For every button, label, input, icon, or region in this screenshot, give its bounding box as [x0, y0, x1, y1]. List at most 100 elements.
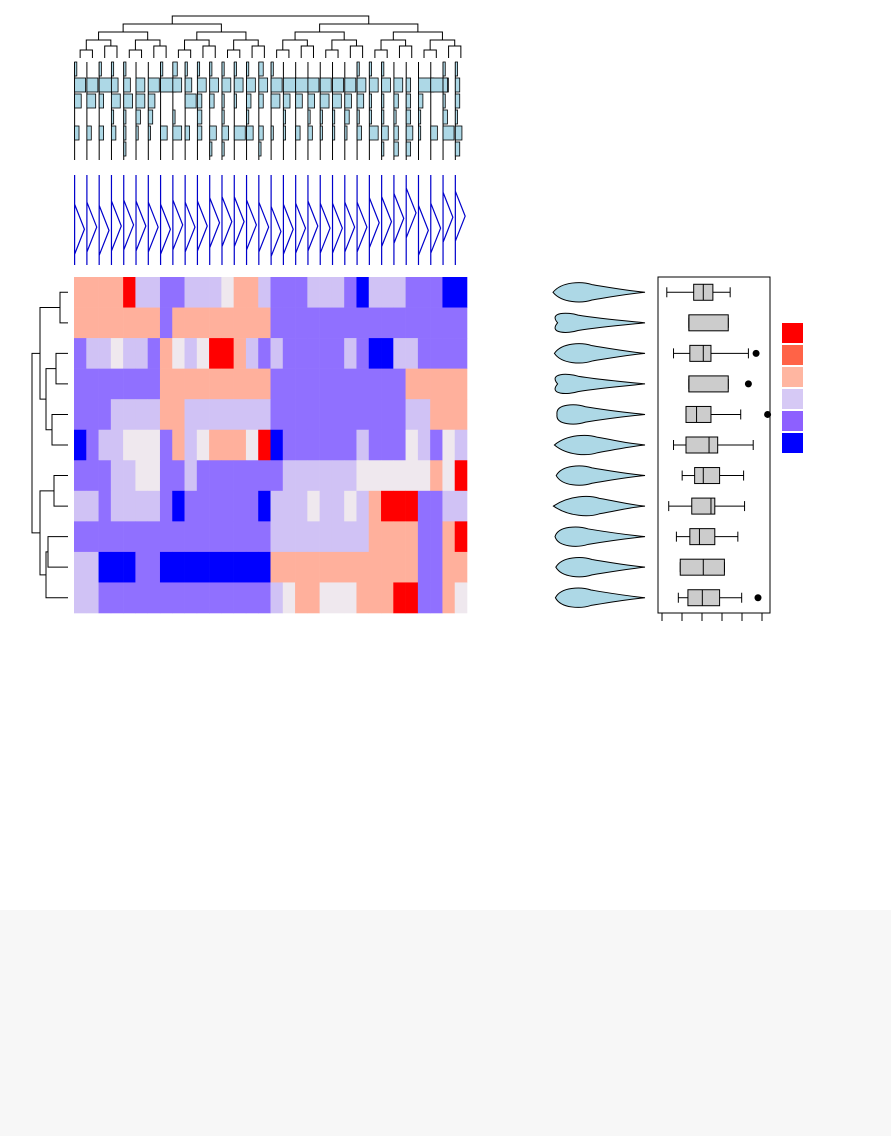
- heatmap-cell: [123, 307, 136, 339]
- histogram-bar: [184, 125, 190, 141]
- histogram-bar: [209, 125, 217, 141]
- histogram-bar: [123, 125, 127, 141]
- histogram-bar: [368, 93, 372, 109]
- histogram-bar: [233, 93, 237, 109]
- heatmap-cell: [368, 368, 382, 400]
- density-curve: [233, 175, 245, 265]
- heatmap-cell: [282, 399, 296, 431]
- histogram-bar: [147, 109, 154, 125]
- dendrogram-link: [177, 49, 192, 58]
- heatmap-cell: [172, 521, 185, 553]
- heatmap-cell: [393, 521, 406, 553]
- heatmap-cell: [356, 429, 370, 461]
- heatmap-cell: [270, 521, 284, 553]
- heatmap-cell: [307, 490, 320, 522]
- histogram-bar: [442, 77, 448, 93]
- density-curve: [184, 175, 196, 265]
- row-dendrogram: [31, 291, 68, 599]
- heatmap-cell: [258, 307, 271, 339]
- dendrogram-link: [374, 49, 388, 58]
- histogram-bar: [135, 109, 141, 125]
- heatmap-cell: [356, 490, 370, 522]
- heatmap-cell: [172, 460, 185, 492]
- histogram-bar: [332, 93, 342, 109]
- histogram-bar: [332, 109, 336, 125]
- heatmap-cell: [221, 307, 234, 339]
- dendrogram-link: [196, 31, 247, 40]
- heatmap-cell: [381, 429, 394, 461]
- histogram-bar: [282, 93, 291, 109]
- histogram-bar: [430, 125, 438, 141]
- heatmap-cell: [159, 521, 173, 553]
- heatmap-cell: [86, 307, 99, 339]
- heatmap-cell: [221, 277, 234, 308]
- heatmap-cell: [209, 551, 222, 583]
- heatmap-cell: [98, 399, 112, 431]
- heatmap-cell: [282, 338, 296, 369]
- histogram-bar: [98, 125, 104, 141]
- histogram-bar: [86, 93, 97, 109]
- heatmap-cell: [172, 582, 185, 614]
- heatmap-cell: [172, 277, 185, 308]
- heatmap-cell: [135, 460, 148, 492]
- row-violin: [555, 557, 646, 578]
- heatmap-cell: [196, 551, 210, 583]
- heatmap-cell: [381, 307, 394, 339]
- density-curve: [454, 175, 466, 265]
- histogram-bar: [111, 93, 121, 109]
- histogram-bar: [246, 109, 250, 125]
- histogram-bar: [209, 93, 215, 109]
- histogram-bar: [197, 93, 203, 109]
- heatmap-cell: [331, 551, 345, 583]
- heatmap-cell: [98, 551, 112, 583]
- heatmap-cell: [159, 338, 173, 369]
- heatmap-cell: [331, 277, 345, 308]
- heatmap-cell: [245, 277, 259, 308]
- histogram-bar: [123, 77, 131, 93]
- heatmap-cell: [147, 521, 161, 553]
- heatmap-cell: [147, 429, 161, 461]
- dendrogram-link: [45, 368, 56, 431]
- heatmap-cell: [233, 368, 247, 400]
- heatmap-cell: [442, 460, 456, 492]
- heatmap-cell: [368, 277, 382, 308]
- histogram-bar: [270, 93, 281, 109]
- histogram-bar: [123, 109, 127, 125]
- dendrogram-link: [55, 352, 68, 385]
- histogram-bar: [221, 77, 232, 93]
- heatmap-cell: [430, 338, 443, 369]
- dendrogram-link: [31, 352, 40, 534]
- heatmap-cell: [307, 307, 320, 339]
- color-legend: [782, 323, 803, 453]
- heatmap-cell: [356, 582, 370, 614]
- histogram-bar: [209, 141, 213, 157]
- heatmap-cell: [196, 429, 210, 461]
- dendrogram-link: [104, 45, 118, 58]
- heatmap-cell: [307, 277, 320, 308]
- heatmap-cell: [442, 582, 456, 614]
- density-curve: [172, 175, 184, 265]
- heatmap-cell: [405, 429, 419, 461]
- heatmap-cell: [233, 582, 247, 614]
- heatmap-cell: [184, 429, 198, 461]
- row-violin: [555, 465, 646, 486]
- heatmap-cell: [344, 551, 357, 583]
- heatmap-cell: [123, 368, 136, 400]
- heatmap-cell: [221, 429, 234, 461]
- histogram-bar: [332, 125, 336, 141]
- histogram-bar: [123, 141, 127, 157]
- heatmap-cell: [209, 338, 222, 369]
- heatmap-cell: [295, 368, 308, 400]
- histogram-bar: [135, 93, 146, 109]
- heatmap-cell: [172, 429, 185, 461]
- histogram-bar: [393, 93, 399, 109]
- heatmap-cell: [393, 490, 406, 522]
- heatmap-cell: [381, 521, 394, 553]
- heatmap-cell: [356, 277, 370, 308]
- heatmap-cell: [356, 521, 370, 553]
- histogram-bar: [135, 125, 139, 141]
- histogram-bar: [74, 77, 87, 93]
- heatmap-cell: [417, 582, 431, 614]
- heatmap-cell: [196, 521, 210, 553]
- heatmap-cell: [331, 368, 345, 400]
